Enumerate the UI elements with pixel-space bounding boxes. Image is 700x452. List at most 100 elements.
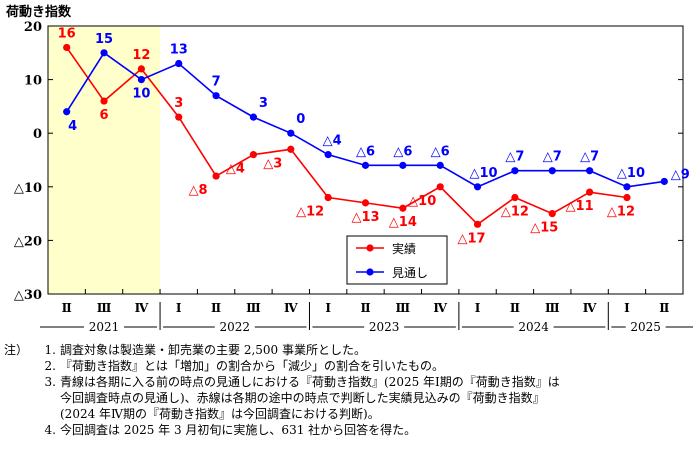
note-row: 3. 青線は各期に入る前の時点の見通しにおける『荷動き指数』(2025 年Ⅰ期の『… [0,374,700,390]
series-line [66,46,628,226]
data-point [511,167,519,175]
y-tick-label: 10 [24,74,42,89]
x-tick-label: Ⅲ [396,301,411,315]
x-tick-label: Ⅱ [659,301,669,315]
note-number: 2. [44,359,56,373]
x-tick-label: Ⅲ [246,301,261,315]
data-point [399,204,407,212]
x-tick-label: Ⅱ [211,301,221,315]
data-point [63,108,71,116]
data-point [287,129,295,137]
data-point [249,113,258,121]
data-point [361,199,370,207]
note-text: 調査対象は製造業・卸売業の主要 2,500 事業所とした。 [60,343,366,357]
data-label: △10 [470,166,498,181]
plot-frame [47,25,684,295]
data-point [473,183,482,191]
data-point [548,167,556,175]
data-point [473,220,482,228]
x-tick-label: Ⅳ [433,301,447,315]
data-label: 6 [100,108,109,123]
data-label: △10 [617,166,645,181]
x-tick-label: Ⅰ [624,301,630,315]
year-label: 2025 [630,320,661,334]
data-point [100,97,108,105]
data-point [511,193,519,202]
data-label: △7 [543,150,562,165]
note-row: 4. 今回調査は 2025 年 3 月初旬に実施し、631 社から回答を得た。 [0,422,700,438]
data-label: △7 [505,150,524,165]
data-point [586,167,594,175]
data-label: △4 [226,162,245,177]
y-tick-label: 20 [24,20,42,35]
data-point [623,183,631,191]
data-point [436,161,444,169]
data-label: △6 [393,144,412,159]
data-label: △15 [530,221,558,236]
series-forecast: 4 15 10 13 7 3 0 △4 △6 △6 △6 △10 △7 △7 △7 △10 △9 [63,32,690,191]
x-axis: Ⅱ Ⅲ Ⅳ Ⅰ Ⅱ Ⅲ Ⅳ Ⅰ Ⅱ Ⅲ Ⅳ Ⅰ Ⅱ Ⅲ Ⅳ Ⅰ Ⅱ 2021 2022 2023 2024 2025 [40,289,693,334]
legend-label: 見通し [392,266,428,280]
data-point [63,43,71,52]
x-tick-label: Ⅳ [135,301,149,315]
data-label: 15 [95,32,113,47]
note-number: 4. [44,423,56,437]
data-label: △12 [607,205,635,220]
data-label: △11 [566,199,594,214]
note-row: 今回調査時点の見通し)、赤線は各期の途中の時点で判断した実績見込みの『荷動き指数… [0,390,700,406]
data-label: △6 [431,144,450,159]
legend-box [346,235,448,285]
data-label: 0 [296,112,305,127]
note-text: 今回調査は 2025 年 3 月初旬に実施し、631 社から回答を得た。 [60,423,417,437]
footnotes: 注） 1. 調査対象は製造業・卸売業の主要 2,500 事業所とした。 2. 『荷動き指… [0,342,700,438]
data-point [137,65,145,73]
year-label: 2021 [89,320,120,334]
year-label: 2023 [369,320,400,334]
data-label: △8 [189,183,208,198]
data-point [137,76,145,84]
data-label: 7 [212,75,221,90]
data-point [361,161,370,169]
data-label: △7 [580,150,599,165]
x-tick-label: Ⅱ [360,301,370,315]
y-tick-label: △30 [14,288,42,303]
data-point [249,151,258,159]
note-row: (2024 年Ⅳ期の『荷動き指数』は今回調査における判断)。 [0,406,700,422]
note-text: 今回調査時点の見通し)、赤線は各期の途中の時点で判断した実績見込みの『荷動き指数… [60,391,545,405]
data-label: 10 [132,87,150,102]
note-row: 注） 1. 調査対象は製造業・卸売業の主要 2,500 事業所とした。 [0,342,700,358]
x-tick-label: Ⅱ [510,301,520,315]
data-label: △3 [263,156,282,171]
x-tick-label: Ⅳ [284,301,298,315]
y-tick-label: △20 [14,234,42,249]
year-label: 2022 [219,320,250,334]
data-label: △12 [501,205,529,220]
data-point [324,193,332,202]
x-tick-label: Ⅱ [62,301,72,315]
y-axis-label: 荷動き指数 [5,4,72,20]
data-point [436,183,444,191]
data-label: △10 [408,194,436,209]
note-prefix: 注） [4,343,29,357]
legend-marker [366,244,374,252]
data-label: △14 [389,215,417,230]
data-label: 13 [170,43,188,58]
data-point [212,92,220,100]
data-point [175,113,183,121]
note-number: 3. [44,375,56,389]
data-point [212,172,220,180]
x-tick-label: Ⅰ [475,301,481,315]
data-label: △13 [351,210,379,225]
data-point [175,59,183,68]
note-text: 『荷動き指数』とは「増加」の割合から「減少」の割合を引いたもの。 [60,359,445,373]
data-point [287,145,295,153]
x-tick-label: Ⅰ [176,301,182,315]
data-label: 12 [132,48,150,63]
data-label: △4 [323,134,342,149]
x-tick-label: Ⅲ [97,301,112,315]
note-number: 1. [44,343,56,357]
